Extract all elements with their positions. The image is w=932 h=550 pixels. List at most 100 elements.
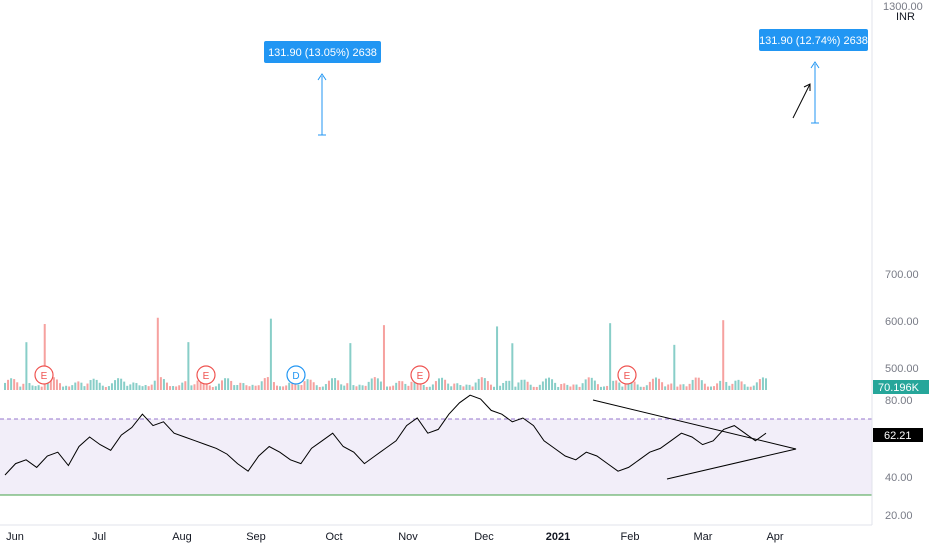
volume-bar (639, 386, 642, 390)
volume-bar (441, 377, 444, 390)
measure-tool-right[interactable]: 131.90 (12.74%) 2638 (759, 29, 868, 124)
volume-bar (709, 386, 712, 390)
volume-bar (633, 381, 636, 390)
volume-bar (361, 385, 364, 390)
volume-bar (734, 380, 737, 390)
volume-bar (150, 384, 153, 390)
volume-bar (621, 386, 624, 390)
volume-bar (282, 386, 285, 390)
event-marker[interactable]: E (617, 365, 637, 385)
price-pane[interactable]: 131.90 (13.05%) 2638 131.90 (12.74%) 263… (0, 0, 872, 390)
event-marker-label: E (417, 371, 424, 382)
volume-bar (557, 386, 560, 390)
volume-bar (7, 379, 10, 390)
event-marker[interactable]: E (196, 365, 216, 385)
price-axis[interactable]: 1300.00 INR 700.00 600.00 500.00 1160.55… (871, 0, 929, 525)
measure-label-box (264, 41, 381, 63)
volume-bar (584, 379, 587, 390)
time-axis[interactable]: Jun Jul Aug Sep Oct Nov Dec 2021 Feb Mar Apr (0, 524, 872, 543)
rsi-band (0, 419, 872, 495)
volume-bar (670, 383, 673, 390)
event-marker[interactable]: E (34, 365, 54, 385)
volume-bar (544, 378, 547, 390)
volume-bar (25, 342, 28, 390)
volume-bar (624, 383, 627, 390)
volume-bar (141, 386, 144, 390)
volume-bar (104, 386, 107, 390)
rsi-line (4, 394, 767, 476)
volume-bar (349, 343, 352, 390)
volume-bar (120, 378, 123, 390)
volume-bar (346, 383, 349, 390)
volume-bar (713, 386, 716, 390)
volume-bar (269, 318, 272, 390)
volume-bar (248, 386, 251, 390)
rsi-axis-label-40: 40.00 (885, 472, 913, 484)
measure-tool-left[interactable]: 131.90 (13.05%) 2638 (264, 41, 381, 136)
volume-bar (419, 381, 422, 390)
volume-bar (358, 384, 361, 390)
axis-label-500: 500.00 (885, 363, 919, 375)
volume-bar (431, 384, 434, 390)
volume-bar (758, 379, 761, 390)
volume-bar (706, 386, 709, 390)
volume-bar (523, 379, 526, 390)
volume-bar (49, 377, 52, 390)
time-tick-label: Dec (474, 531, 494, 543)
rsi-pane[interactable] (0, 394, 872, 496)
volume-bar (217, 383, 220, 390)
volume-bar (563, 383, 566, 390)
volume-bar (505, 380, 508, 390)
volume-bar (40, 386, 43, 390)
volume-bar (55, 379, 58, 390)
volume-bar (578, 386, 581, 390)
volume-bar (184, 381, 187, 390)
volume-bar (703, 383, 706, 390)
volume-bar (444, 379, 447, 390)
volume-bar (80, 382, 83, 390)
volume-bar (114, 380, 117, 390)
axis-label-1300: 1300.00 (883, 1, 923, 13)
volume-bar (520, 379, 523, 390)
volume-bar (468, 384, 471, 390)
volume-bar (68, 386, 71, 390)
volume-bar (211, 386, 214, 390)
volume-bar (679, 384, 682, 390)
volume-bar (129, 384, 132, 390)
volume-bar (95, 379, 98, 390)
volume-bar (123, 381, 126, 390)
volume-bar (352, 385, 355, 390)
volume-bar (297, 384, 300, 390)
volume-bar (159, 377, 162, 390)
volume-bar (318, 386, 321, 390)
volume-bar (285, 385, 288, 390)
volume-bar (737, 379, 740, 390)
volume-bar (422, 384, 425, 390)
volume-bar (257, 385, 260, 390)
volume-bar (590, 377, 593, 390)
volume-bar (138, 385, 141, 390)
event-marker[interactable]: D (286, 365, 306, 385)
volume-bar (4, 382, 6, 390)
volume-bar (581, 383, 584, 390)
volume-bar (165, 382, 168, 390)
volume-bar (13, 379, 16, 390)
time-tick-label: Nov (398, 531, 418, 543)
volume-bar (266, 377, 269, 390)
volume-bar (86, 383, 89, 390)
volume-bar (486, 381, 489, 390)
volume-bar (77, 381, 80, 390)
volume-bar (276, 385, 279, 390)
time-tick-label: Feb (621, 531, 640, 543)
volume-bar (401, 381, 404, 390)
volume-bar (593, 380, 596, 390)
event-marker[interactable]: E (410, 365, 430, 385)
volume-bar (98, 382, 101, 390)
volume-bar (630, 379, 633, 390)
volume-bar (190, 385, 193, 390)
volume-bar (514, 386, 517, 390)
volume-bar (456, 383, 459, 390)
volume-bar (554, 382, 557, 390)
